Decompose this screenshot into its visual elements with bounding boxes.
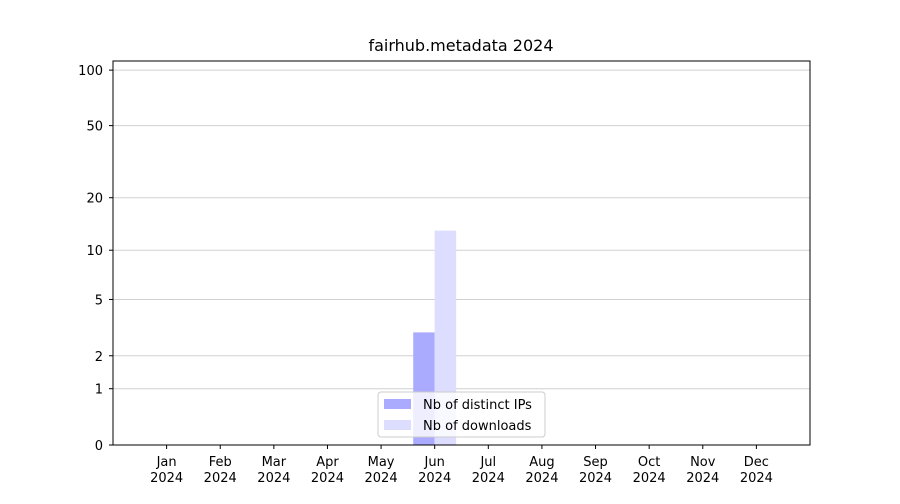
legend-swatch — [384, 399, 411, 409]
x-tick-label: Nov 2024 — [686, 455, 719, 486]
y-tick-label: 20 — [86, 192, 103, 207]
legend-swatch — [384, 420, 411, 430]
y-tick-label: 1 — [95, 383, 103, 398]
x-tick-label: Mar 2024 — [257, 455, 290, 486]
x-tick-label: Aug 2024 — [525, 455, 558, 486]
y-tick-label: 0 — [95, 439, 103, 454]
plot-frame — [112, 60, 811, 446]
x-tick-label: May 2024 — [365, 455, 398, 486]
legend-box — [377, 391, 546, 438]
x-tick-label: Jan 2024 — [150, 455, 183, 486]
y-tick-label: 50 — [86, 120, 103, 135]
y-tick-label: 10 — [86, 244, 103, 259]
legend-label: Nb of distinct IPs — [423, 398, 532, 413]
y-tick-label: 100 — [78, 64, 103, 79]
x-tick-label: Oct 2024 — [633, 455, 666, 486]
x-tick-label: Dec 2024 — [740, 455, 773, 486]
bar — [434, 230, 457, 445]
x-tick-label: Jun 2024 — [418, 455, 451, 486]
x-tick-label: Feb 2024 — [204, 455, 237, 486]
x-tick-label: Sep 2024 — [579, 455, 612, 486]
legend-label: Nb of downloads — [423, 419, 532, 434]
y-tick-label: 5 — [95, 293, 103, 308]
x-tick-label: Jul 2024 — [472, 455, 505, 486]
y-tick-label: 2 — [95, 350, 103, 365]
chart-title: fairhub.metadata 2024 — [368, 36, 553, 55]
x-tick-label: Apr 2024 — [311, 455, 344, 486]
